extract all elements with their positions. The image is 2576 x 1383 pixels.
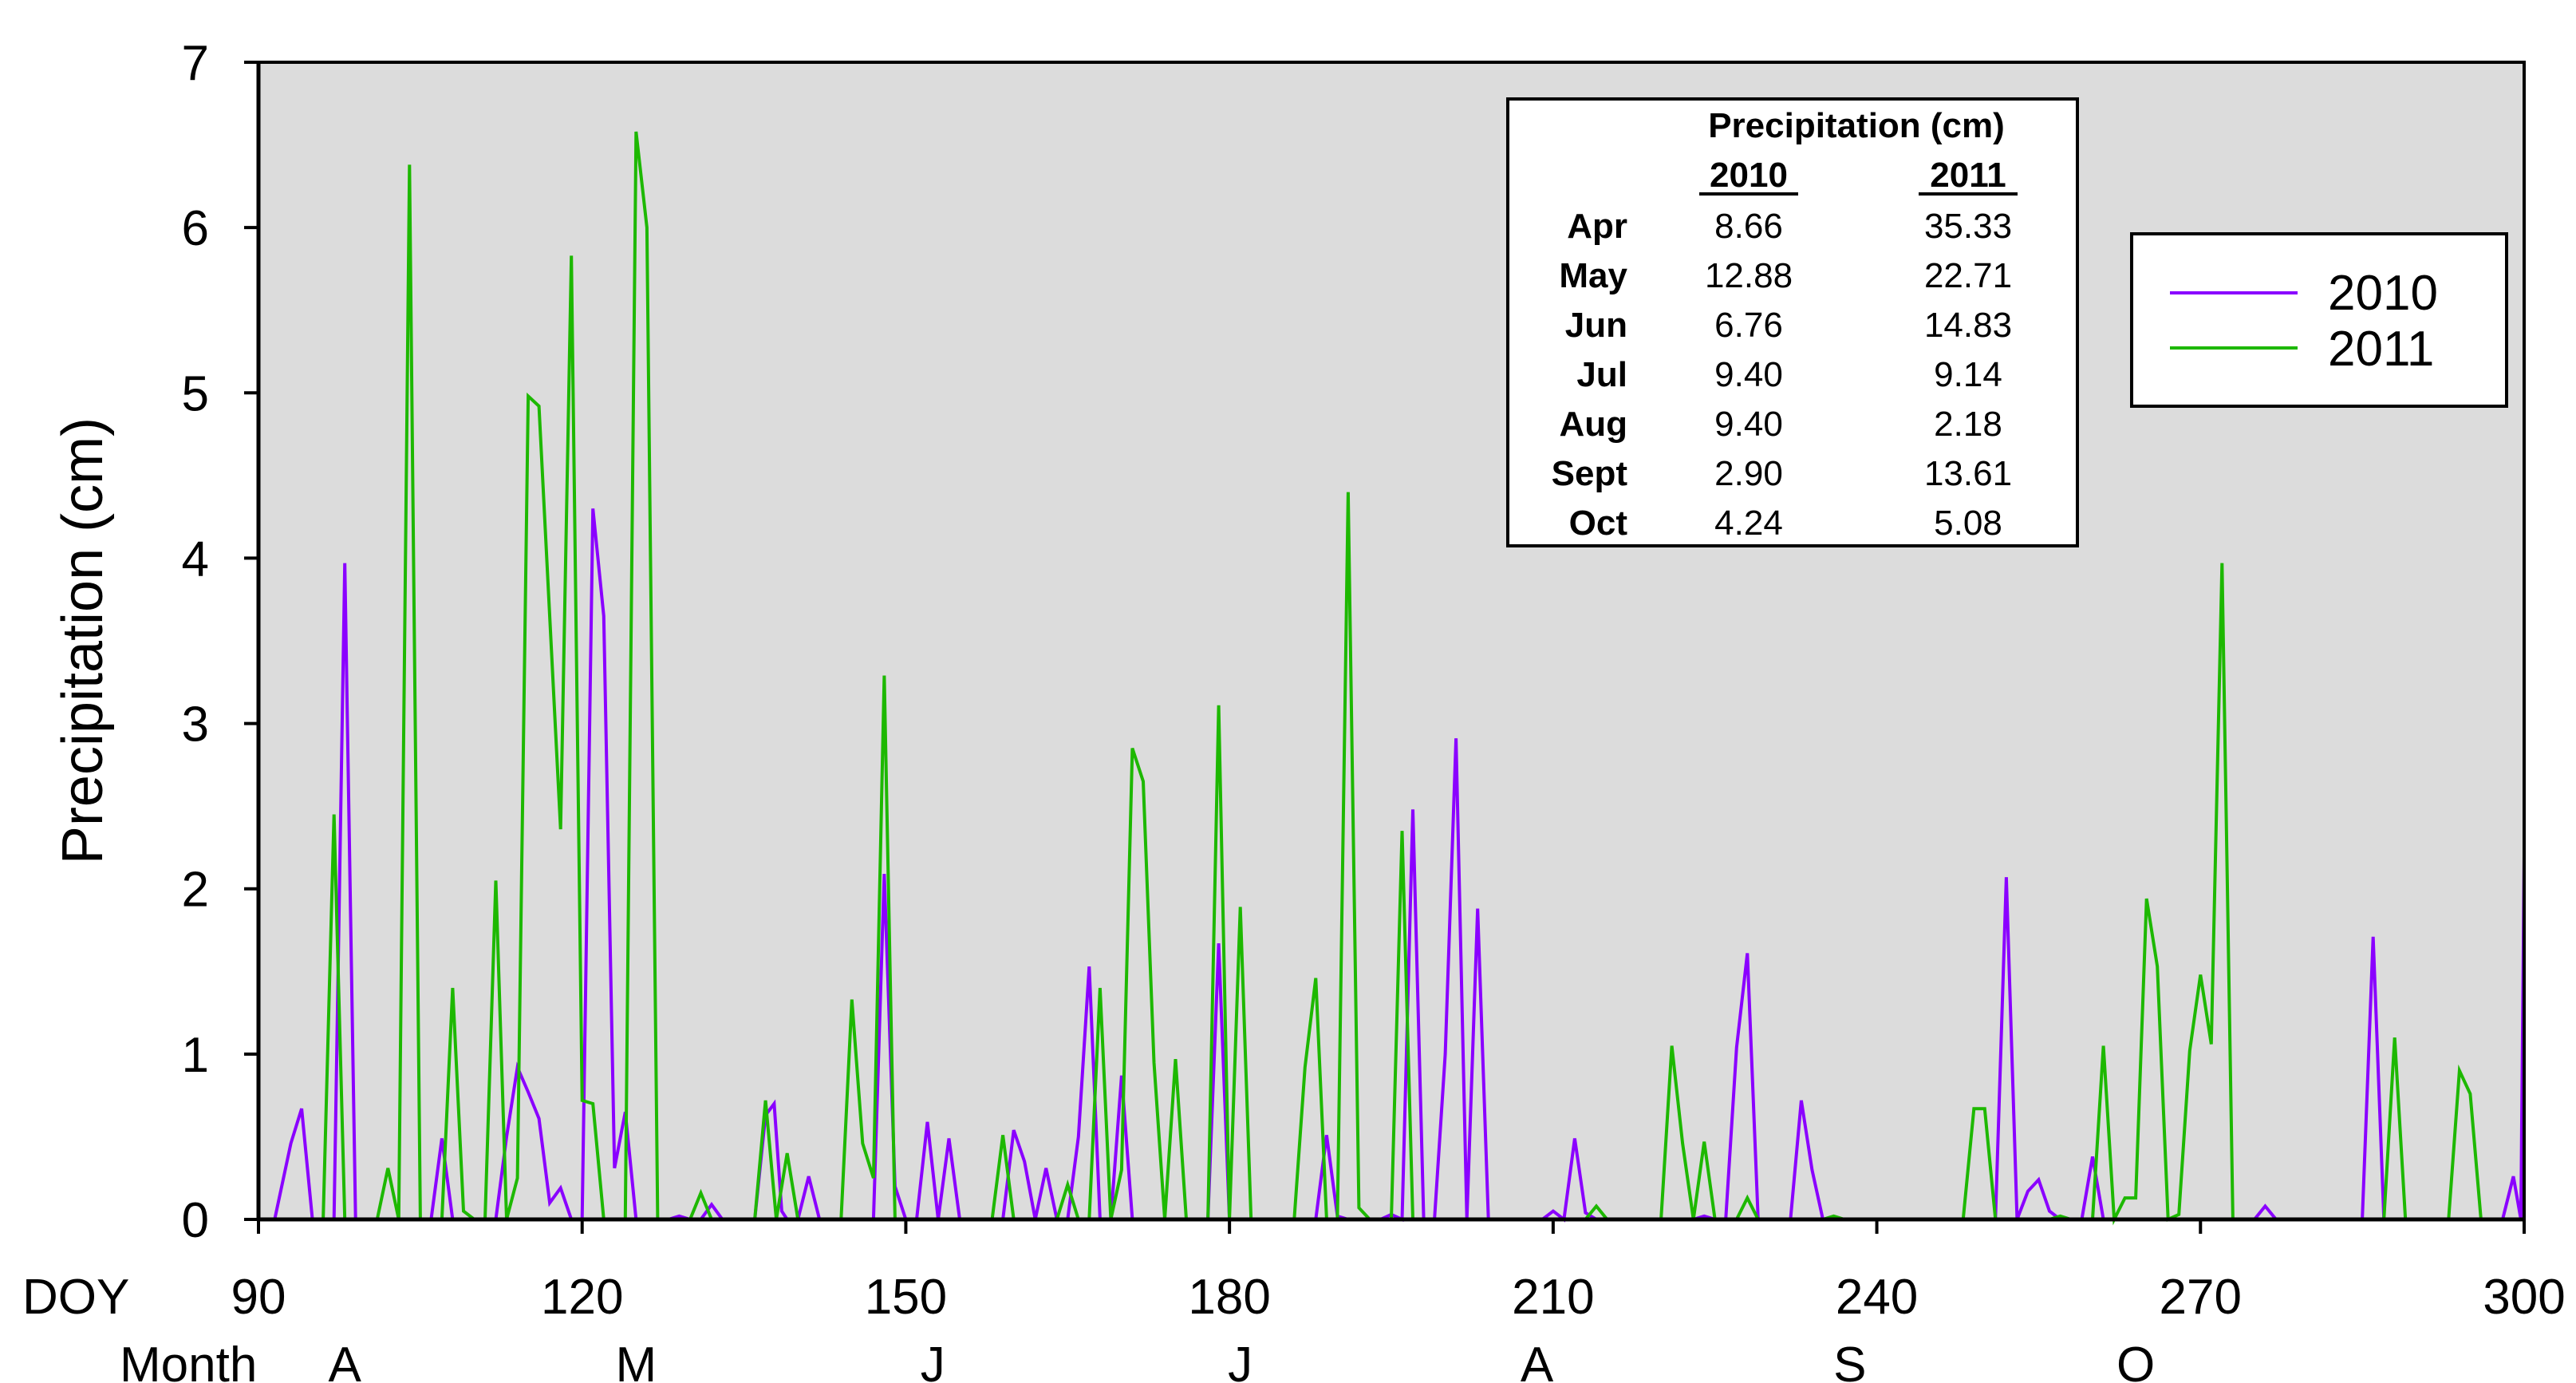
summary-table-box [1506, 97, 2079, 547]
summary-table-month: Jul [1576, 355, 1627, 394]
legend-label-2010: 2010 [2328, 266, 2438, 321]
month-letter: A [1521, 1338, 1554, 1383]
x-tick-label: 150 [865, 1270, 947, 1325]
y-tick-label: 0 [182, 1193, 209, 1248]
y-axis-ticks: 0 1 2 3 4 5 6 7 [182, 36, 258, 1248]
y-tick-label: 7 [182, 36, 209, 91]
summary-table-row: Jul 9.40 9.14 [1576, 355, 2002, 394]
summary-table-row: May 12.88 22.71 [1559, 256, 2012, 295]
summary-table-value-2010: 12.88 [1705, 256, 1793, 295]
y-tick-label: 2 [182, 863, 209, 918]
summary-table-value-2010: 9.40 [1714, 355, 1783, 394]
y-tick-label: 6 [182, 201, 209, 256]
summary-table-value-2010: 8.66 [1714, 207, 1783, 246]
month-letter: O [2116, 1338, 2155, 1383]
y-tick-label: 5 [182, 366, 209, 421]
x-tick-label: 90 [231, 1270, 286, 1325]
y-tick-label: 4 [182, 531, 209, 587]
summary-table-row: Sept 2.90 13.61 [1552, 454, 2012, 493]
summary-table-row: Jun 6.76 14.83 [1565, 306, 2012, 345]
month-letter: A [329, 1338, 362, 1383]
summary-table-value-2010: 4.24 [1714, 504, 1783, 543]
y-axis-title: Precipitation (cm) [51, 417, 115, 864]
y-tick-label: 1 [182, 1028, 209, 1083]
legend-box [2130, 232, 2508, 408]
summary-table-row: Oct 4.24 5.08 [1569, 504, 2002, 543]
summary-table-value-2011: 2.18 [1934, 405, 2002, 444]
summary-table-value-2011: 5.08 [1934, 504, 2002, 543]
summary-table-title: Precipitation (cm) [1708, 106, 2005, 145]
x-tick-label: 240 [1836, 1270, 1918, 1325]
summary-table-month: Aug [1559, 405, 1627, 444]
summary-table-value-2011: 14.83 [1924, 306, 2012, 345]
month-letter: M [616, 1338, 657, 1383]
summary-table-col-2010: 2010 [1710, 156, 1788, 195]
month-letter: S [1833, 1338, 1866, 1383]
x-tick-label: 180 [1188, 1270, 1270, 1325]
summary-table-value-2010: 6.76 [1714, 306, 1783, 345]
month-label: Month [120, 1338, 257, 1383]
x-tick-label: 120 [541, 1270, 623, 1325]
x-tick-label: 210 [1512, 1270, 1594, 1325]
summary-table-row: Aug 9.40 2.18 [1559, 405, 2002, 444]
x-tick-label: 270 [2160, 1270, 2242, 1325]
legend-label-2011: 2011 [2328, 322, 2434, 377]
summary-table-month: Oct [1569, 504, 1628, 543]
y-tick-label: 3 [182, 697, 209, 753]
summary-table-month: Sept [1552, 454, 1628, 493]
summary-table-value-2010: 9.40 [1714, 405, 1783, 444]
summary-table-month: Apr [1567, 207, 1627, 246]
summary-table-col-2011: 2011 [1930, 156, 2006, 195]
summary-table-value-2010: 2.90 [1714, 454, 1783, 493]
summary-table: Precipitation (cm) 2010 2011 Apr 8.66 35.3… [1506, 97, 2079, 547]
x-axis-ticks: 90 120 150 180 210 240 270 300 [231, 1219, 2566, 1325]
legend: 2010 2011 [2130, 232, 2508, 408]
summary-table-rows: Apr 8.66 35.33 May 12.88 22.71 Jun 6.76 14.83 Jul… [1552, 207, 2012, 543]
month-letter: J [1228, 1338, 1252, 1383]
month-letter: J [921, 1338, 945, 1383]
summary-table-value-2011: 22.71 [1924, 256, 2012, 295]
x-tick-label: 300 [2483, 1270, 2565, 1325]
summary-table-row: Apr 8.66 35.33 [1567, 207, 2012, 246]
summary-table-month: Jun [1565, 306, 1627, 345]
summary-table-value-2011: 13.61 [1924, 454, 2012, 493]
summary-table-month: May [1559, 256, 1627, 295]
doy-label: DOY [22, 1270, 129, 1325]
summary-table-value-2011: 35.33 [1924, 207, 2012, 246]
summary-table-value-2011: 9.14 [1934, 355, 2002, 394]
